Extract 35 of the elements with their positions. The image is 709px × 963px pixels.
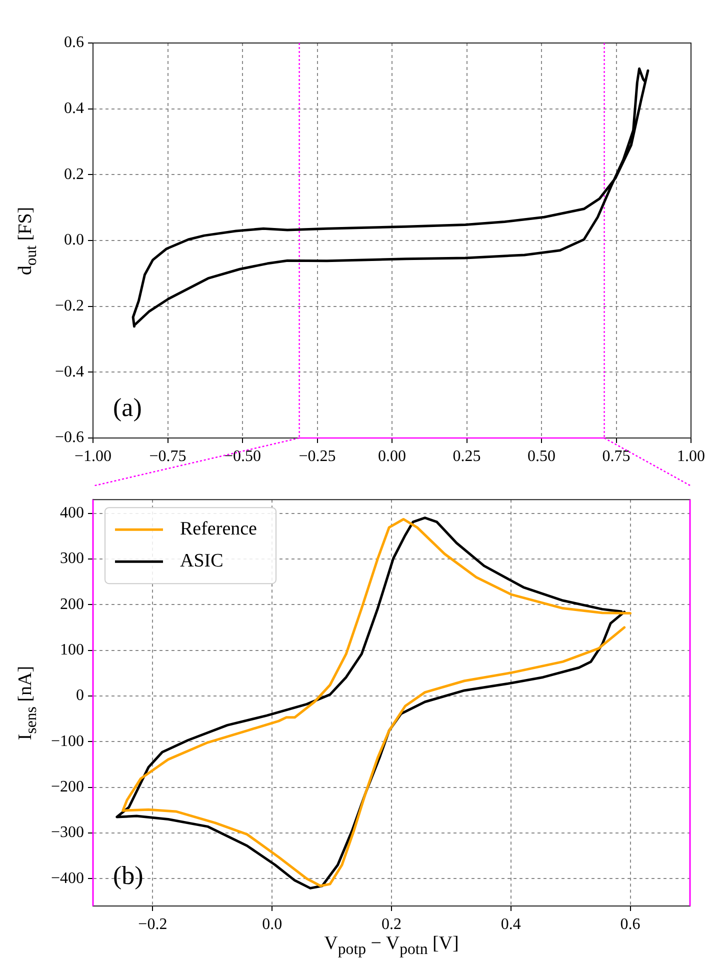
y-tick-label: −0.6 xyxy=(54,429,84,446)
y-tick-label: 0.0 xyxy=(64,232,84,249)
x-tick-label: −0.75 xyxy=(149,448,186,465)
x-tick-label: 1.00 xyxy=(677,448,705,465)
x-tick-label: 0.6 xyxy=(620,916,640,933)
y-tick-label: 100 xyxy=(60,641,84,658)
y-tick-label: 0 xyxy=(76,687,84,704)
y-tick-label: 0.2 xyxy=(64,166,84,183)
y-tick-label: −300 xyxy=(50,824,84,842)
y-tick-label: 0.6 xyxy=(64,34,84,52)
y-tick-label: 300 xyxy=(60,550,84,568)
x-tick-label: 0.25 xyxy=(452,448,481,465)
x-tick-label: 0.2 xyxy=(382,916,402,933)
y-tick-label: −400 xyxy=(50,870,84,887)
y-tick-label: −200 xyxy=(50,778,84,796)
x-tick-label: 0.50 xyxy=(528,448,556,465)
y-tick-label: −0.4 xyxy=(54,363,84,380)
x-tick-label: −1.00 xyxy=(74,448,112,465)
annotation: (a) xyxy=(113,393,142,422)
x-tick-label: 0.75 xyxy=(602,448,630,465)
x-tick-label: 0.4 xyxy=(500,916,521,933)
x-tick-label: −0.2 xyxy=(138,916,168,933)
y-tick-label: 0.4 xyxy=(64,100,84,118)
y-tick-label: 400 xyxy=(60,504,84,522)
legend-label: Reference xyxy=(180,518,257,540)
x-tick-label: −0.50 xyxy=(224,448,262,465)
x-tick-label: 0.0 xyxy=(262,916,282,933)
annotation: (b) xyxy=(113,861,144,890)
y-tick-label: −100 xyxy=(50,732,84,750)
y-tick-label: −0.2 xyxy=(54,298,84,315)
x-tick-label: −0.25 xyxy=(298,448,336,465)
legend-label: ASIC xyxy=(180,550,224,572)
x-axis-title: V$_{potp}$ − V$_{potn}$ [V] xyxy=(324,933,459,959)
x-tick-label: 0.00 xyxy=(378,448,406,465)
y-tick-label: 200 xyxy=(60,596,84,613)
